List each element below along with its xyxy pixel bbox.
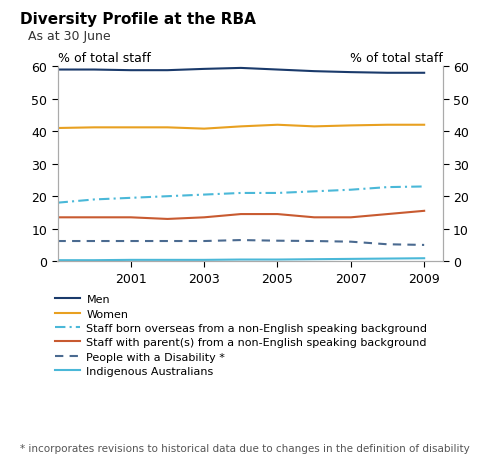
- Text: % of total staff: % of total staff: [58, 52, 150, 65]
- Text: Diversity Profile at the RBA: Diversity Profile at the RBA: [20, 12, 256, 26]
- Text: * incorporates revisions to historical data due to changes in the definition of : * incorporates revisions to historical d…: [20, 443, 470, 453]
- Text: As at 30 June: As at 30 June: [28, 30, 110, 43]
- Legend: Men, Women, Staff born overseas from a non-English speaking background, Staff wi: Men, Women, Staff born overseas from a n…: [56, 294, 428, 376]
- Text: % of total staff: % of total staff: [350, 52, 442, 65]
